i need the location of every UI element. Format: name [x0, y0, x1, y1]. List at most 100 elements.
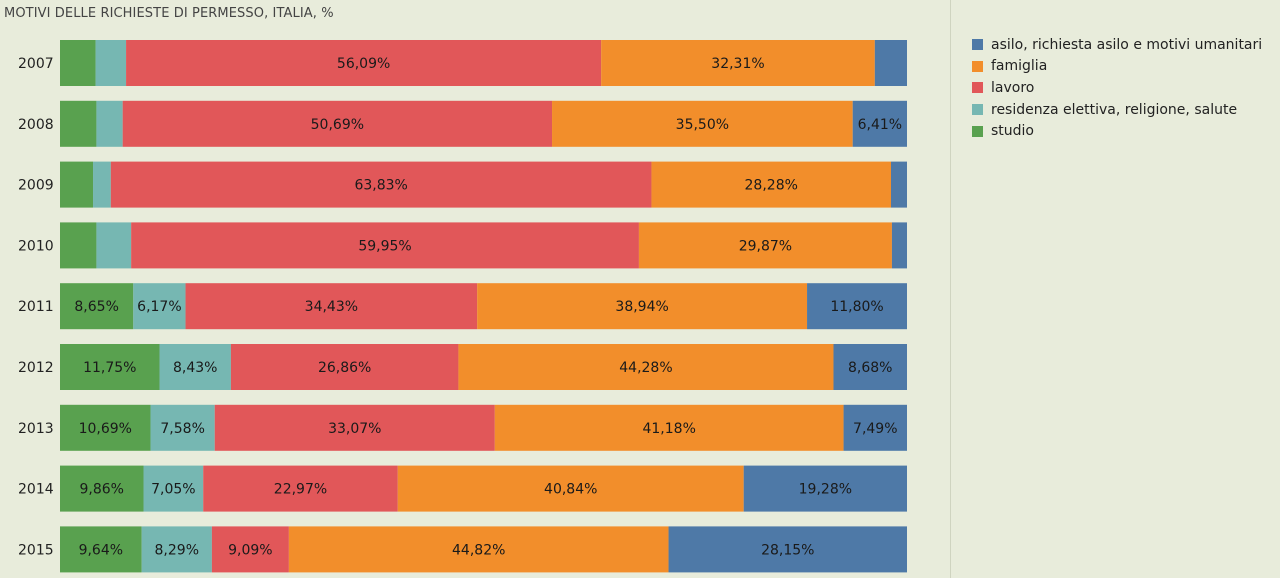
bar-segment-2007-residenza-elettiva[interactable] [95, 40, 127, 86]
bar-segment-2014-famiglia[interactable] [397, 465, 744, 512]
bar-segment-2012-studio[interactable] [60, 344, 160, 390]
bar-segment-2007-famiglia[interactable] [601, 40, 875, 86]
bar-segment-2008-asilo[interactable] [852, 100, 907, 147]
legend-swatch [972, 39, 983, 51]
bar-segment-2010-lavoro[interactable] [131, 222, 639, 269]
bar-segment-2010-asilo[interactable] [891, 222, 907, 269]
data-label-2014-studio: 9,86% [80, 482, 124, 498]
year-label-2014: 2014 [18, 482, 54, 498]
data-label-2009-famiglia: 28,28% [745, 178, 798, 194]
bar-segment-2014-lavoro[interactable] [203, 465, 398, 512]
data-label-2011-asilo: 11,80% [830, 299, 883, 315]
bar-segment-2015-famiglia[interactable] [288, 526, 669, 573]
bar-segment-2013-residenza-elettiva[interactable] [150, 404, 215, 451]
bar-segment-2013-studio[interactable] [60, 404, 151, 451]
data-label-2013-famiglia: 41,18% [642, 421, 695, 437]
year-label-2008: 2008 [18, 117, 54, 133]
data-label-2012-studio: 11,75% [83, 360, 136, 376]
year-label-2013: 2013 [18, 421, 54, 437]
data-label-2007-lavoro: 56,09% [337, 56, 390, 72]
legend-label: studio [991, 123, 1034, 140]
bar-segment-2015-studio[interactable] [60, 526, 142, 573]
stacked-bar-chart: 2007 56,09% 32,31% 2008 50,69% 35,50% 6,41% 200… [18, 40, 907, 573]
bar-segment-2012-famiglia[interactable] [458, 344, 834, 390]
data-label-2008-asilo: 6,41% [858, 117, 902, 133]
bar-segment-2015-residenza-elettiva[interactable] [141, 526, 212, 573]
bar-segment-2013-lavoro[interactable] [214, 404, 495, 451]
bar-segment-2015-asilo[interactable] [668, 526, 907, 573]
year-label-2015: 2015 [18, 542, 54, 558]
bar-segment-2008-residenza-elettiva[interactable] [96, 100, 123, 147]
data-label-2007-famiglia: 32,31% [711, 56, 764, 72]
bar-segment-2007-asilo[interactable] [874, 40, 907, 86]
bar-segment-2007-lavoro[interactable] [126, 40, 602, 86]
bar-segment-2011-asilo[interactable] [807, 283, 907, 330]
legend-item-studio[interactable]: studio [972, 120, 1262, 142]
legend-label: residenza elettiva, religione, salute [991, 101, 1238, 118]
chart-title: MOTIVI DELLE RICHIESTE DI PERMESSO, ITAL… [4, 6, 334, 21]
bar-segment-2009-asilo[interactable] [890, 161, 907, 208]
legend-swatch [972, 125, 983, 137]
bar-segment-2015-lavoro[interactable] [211, 526, 289, 573]
bar-segment-2010-famiglia[interactable] [638, 222, 892, 269]
bar-segment-2010-studio[interactable] [60, 222, 97, 269]
legend-label: famiglia [991, 58, 1048, 75]
data-label-2011-famiglia: 38,94% [615, 299, 668, 315]
data-label-2015-asilo: 28,15% [761, 542, 814, 558]
data-label-2012-residenza-elettiva: 8,43% [173, 360, 217, 376]
data-label-2015-residenza-elettiva: 8,29% [155, 542, 199, 558]
bar-segment-2012-asilo[interactable] [833, 344, 907, 390]
data-label-2014-famiglia: 40,84% [544, 482, 597, 498]
bar-segment-2011-lavoro[interactable] [185, 283, 478, 330]
data-label-2015-famiglia: 44,82% [452, 542, 505, 558]
bar-segment-2008-studio[interactable] [60, 100, 97, 147]
year-label-2011: 2011 [18, 299, 54, 315]
bar-segment-2007-studio[interactable] [60, 40, 96, 86]
bar-segment-2010-residenza-elettiva[interactable] [96, 222, 132, 269]
data-label-2011-residenza-elettiva: 6,17% [137, 299, 181, 315]
bar-segment-2009-famiglia[interactable] [651, 161, 891, 208]
data-label-2009-lavoro: 63,83% [354, 178, 407, 194]
bar-segment-2009-studio[interactable] [60, 161, 94, 208]
bar-segment-2011-famiglia[interactable] [477, 283, 808, 330]
data-label-2011-studio: 8,65% [74, 299, 118, 315]
data-label-2010-lavoro: 59,95% [358, 238, 411, 254]
data-label-2013-asilo: 7,49% [853, 421, 897, 437]
bar-segment-2009-lavoro[interactable] [110, 161, 652, 208]
legend-swatch [972, 82, 983, 94]
bar-segment-2008-lavoro[interactable] [122, 100, 553, 147]
bar-segment-2012-lavoro[interactable] [230, 344, 459, 390]
data-label-2014-asilo: 19,28% [799, 482, 852, 498]
bar-segment-2014-residenza-elettiva[interactable] [143, 465, 204, 512]
data-label-2013-residenza-elettiva: 7,58% [160, 421, 204, 437]
data-label-2015-studio: 9,64% [79, 542, 123, 558]
bar-segment-2014-studio[interactable] [60, 465, 144, 512]
bar-segment-2009-residenza-elettiva[interactable] [93, 161, 111, 208]
data-label-2014-residenza-elettiva: 7,05% [151, 482, 195, 498]
legend-swatch [972, 60, 983, 72]
data-label-2008-famiglia: 35,50% [676, 117, 729, 133]
data-label-2008-lavoro: 50,69% [311, 117, 364, 133]
data-label-2011-lavoro: 34,43% [305, 299, 358, 315]
bar-segment-2013-asilo[interactable] [843, 404, 907, 451]
year-label-2010: 2010 [18, 238, 54, 254]
data-label-2014-lavoro: 22,97% [274, 482, 327, 498]
legend: asilo, richiesta asilo e motivi umanitar… [972, 34, 1262, 142]
bar-segment-2008-famiglia[interactable] [552, 100, 853, 147]
bar-segment-2013-famiglia[interactable] [494, 404, 844, 451]
bar-segment-2014-asilo[interactable] [743, 465, 907, 512]
data-label-2013-studio: 10,69% [79, 421, 132, 437]
data-label-2010-famiglia: 29,87% [739, 238, 792, 254]
bar-segment-2011-studio[interactable] [60, 283, 134, 330]
legend-swatch [972, 104, 983, 116]
legend-item-residenza-elettiva[interactable]: residenza elettiva, religione, salute [972, 99, 1262, 121]
data-label-2012-famiglia: 44,28% [619, 360, 672, 376]
bar-segment-2012-residenza-elettiva[interactable] [159, 344, 231, 390]
data-label-2013-lavoro: 33,07% [328, 421, 381, 437]
data-label-2012-lavoro: 26,86% [318, 360, 371, 376]
bar-segment-2011-residenza-elettiva[interactable] [133, 283, 186, 330]
legend-item-asilo[interactable]: asilo, richiesta asilo e motivi umanitar… [972, 34, 1262, 56]
legend-item-famiglia[interactable]: famiglia [972, 56, 1262, 78]
legend-item-lavoro[interactable]: lavoro [972, 77, 1262, 99]
year-label-2007: 2007 [18, 56, 54, 72]
